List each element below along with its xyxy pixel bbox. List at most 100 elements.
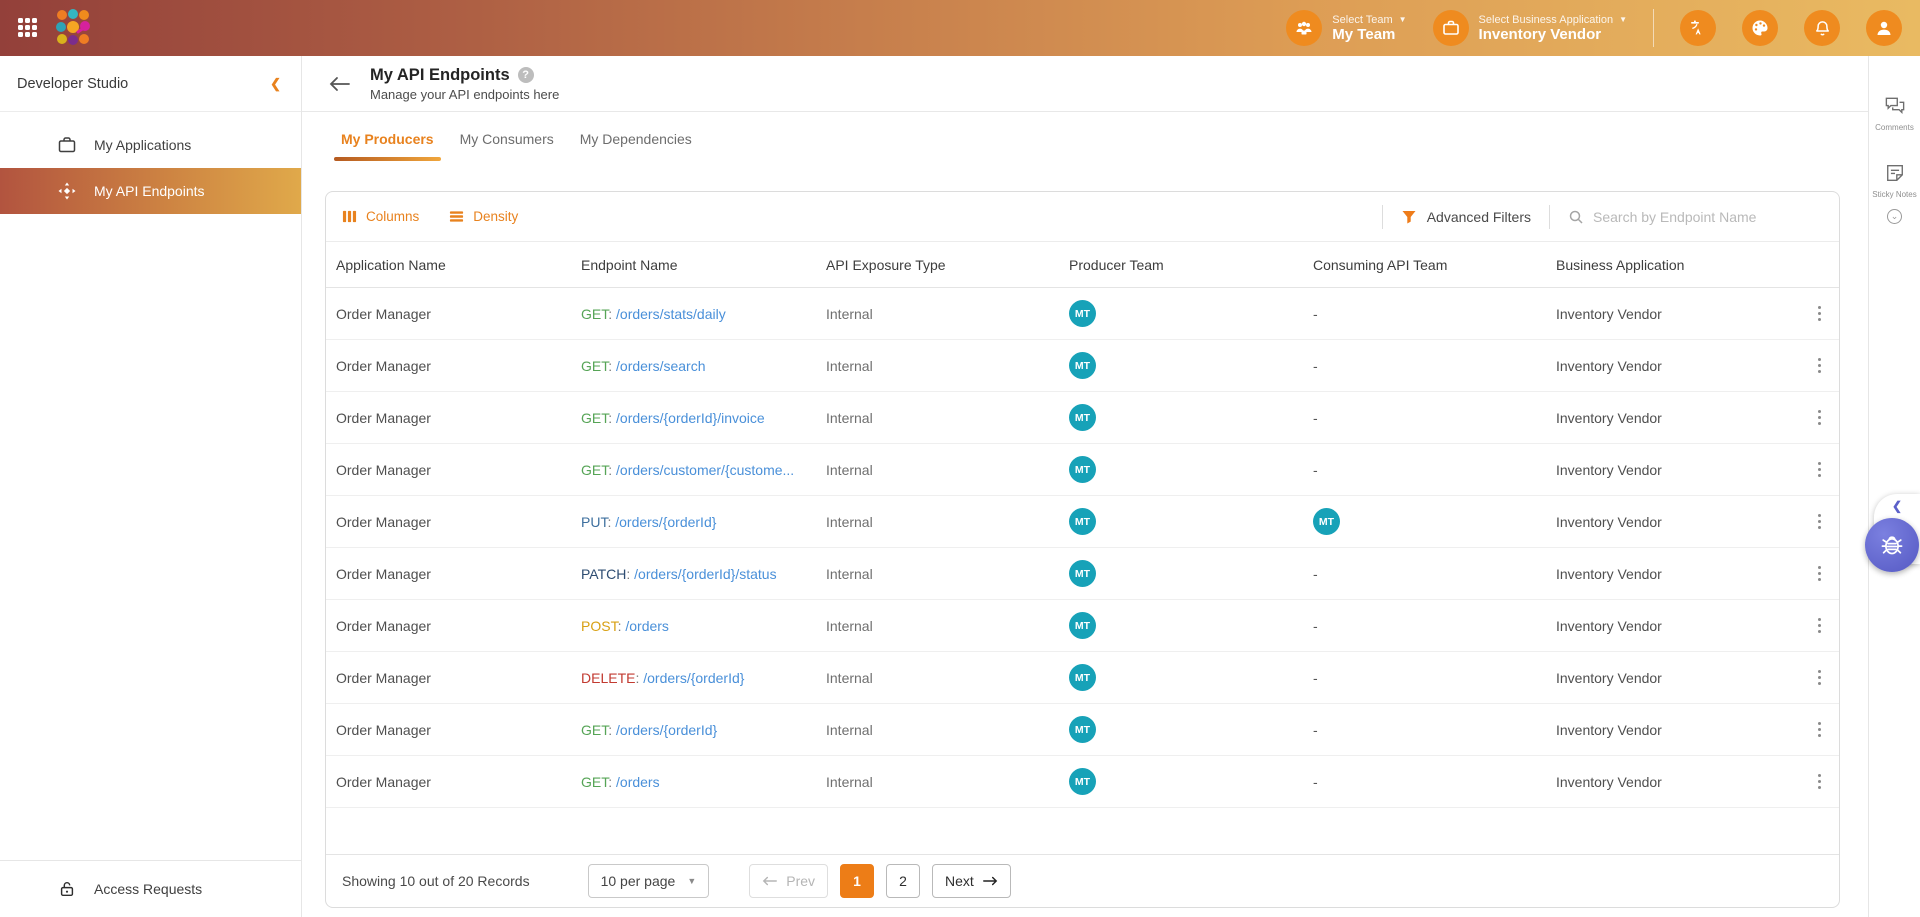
- business-application-cell: Inventory Vendor: [1556, 305, 1662, 322]
- business-application-cell: Inventory Vendor: [1556, 461, 1662, 478]
- notifications-bell-button[interactable]: [1804, 10, 1840, 46]
- exposure-type-cell: Internal: [826, 617, 873, 634]
- consuming-team-cell: -: [1313, 773, 1318, 790]
- row-actions-kebab-icon[interactable]: [1799, 667, 1839, 688]
- table-row: Order Manager PATCH: /orders/{orderId}/s…: [326, 548, 1839, 600]
- sidebar-item-label: My API Endpoints: [94, 183, 205, 199]
- exposure-type-cell: Internal: [826, 305, 873, 322]
- team-badge: MT: [1069, 456, 1096, 483]
- producer-team-cell: MT: [1069, 352, 1313, 379]
- advanced-filters-button[interactable]: Advanced Filters: [1401, 209, 1531, 225]
- tab-my-dependencies[interactable]: My Dependencies: [579, 130, 692, 147]
- widget-collapse-chevron-icon[interactable]: ❮: [1891, 499, 1903, 513]
- row-actions-kebab-icon[interactable]: [1799, 407, 1839, 428]
- business-application-cell: Inventory Vendor: [1556, 513, 1662, 530]
- endpoint-link[interactable]: PATCH: /orders/{orderId}/status: [581, 565, 777, 582]
- sticky-notes-button[interactable]: Sticky Notes ⌄: [1872, 163, 1917, 225]
- team-badge: MT: [1069, 404, 1096, 431]
- columns-button[interactable]: Columns: [342, 209, 419, 224]
- team-badge: MT: [1069, 300, 1096, 327]
- language-button[interactable]: [1680, 10, 1716, 46]
- app-launcher-icon[interactable]: [18, 18, 38, 38]
- team-selector-label: Select Team: [1332, 13, 1393, 26]
- column-header: API Exposure Type: [826, 256, 946, 273]
- business-application-selector[interactable]: Select Business Application ▼ Inventory V…: [1432, 10, 1627, 46]
- sidebar-item-my-applications[interactable]: My Applications: [0, 122, 301, 168]
- tab-my-consumers[interactable]: My Consumers: [459, 130, 554, 147]
- table-row: Order Manager GET: /orders/{orderId} Int…: [326, 704, 1839, 756]
- page-button-1[interactable]: 1: [840, 864, 875, 898]
- endpoint-link[interactable]: GET: /orders/{orderId}: [581, 721, 718, 738]
- row-actions-kebab-icon[interactable]: [1799, 563, 1839, 584]
- endpoint-link[interactable]: GET: /orders: [581, 773, 660, 790]
- business-application-cell: Inventory Vendor: [1556, 357, 1662, 374]
- sidebar-collapse-icon[interactable]: ❮: [270, 75, 281, 91]
- page-button-2[interactable]: 2: [886, 864, 921, 898]
- row-actions-kebab-icon[interactable]: [1799, 511, 1839, 532]
- table-header-row: Application Name Endpoint Name API Exposur…: [326, 242, 1839, 288]
- row-actions-kebab-icon[interactable]: [1799, 459, 1839, 480]
- brand-logo: [54, 8, 92, 49]
- prev-page-button[interactable]: Prev: [749, 864, 829, 898]
- comments-button[interactable]: Comments: [1875, 96, 1914, 133]
- endpoint-link[interactable]: GET: /orders/search: [581, 357, 706, 374]
- endpoint-link[interactable]: PUT: /orders/{orderId}: [581, 513, 717, 530]
- tab-my-producers[interactable]: My Producers: [328, 112, 447, 165]
- application-name-cell: Order Manager: [336, 617, 431, 634]
- row-actions-kebab-icon[interactable]: [1799, 719, 1839, 740]
- row-actions-kebab-icon[interactable]: [1799, 355, 1839, 376]
- briefcase-icon: [1432, 10, 1469, 46]
- density-button[interactable]: Density: [449, 209, 518, 224]
- team-badge: MT: [1069, 560, 1096, 587]
- row-actions-kebab-icon[interactable]: [1799, 615, 1839, 636]
- column-header: Business Application: [1556, 256, 1685, 273]
- report-bug-button[interactable]: [1865, 518, 1919, 572]
- endpoint-link[interactable]: POST: /orders: [581, 617, 669, 634]
- application-name-cell: Order Manager: [336, 409, 431, 426]
- sidebar-item-my-api-endpoints[interactable]: My API Endpoints: [0, 168, 301, 214]
- filter-funnel-icon: [1402, 210, 1416, 223]
- page-subtitle: Manage your API endpoints here: [370, 86, 560, 102]
- endpoint-link[interactable]: DELETE: /orders/{orderId}: [581, 669, 745, 686]
- toolbar-divider: [1381, 204, 1383, 229]
- topbar: Select Team ▼ My Team Select Business App…: [0, 0, 1920, 56]
- endpoint-link[interactable]: GET: /orders/{orderId}/invoice: [581, 409, 765, 426]
- team-icon: [1286, 10, 1323, 46]
- endpoint-link[interactable]: GET: /orders/stats/daily: [581, 305, 726, 322]
- sidebar-item-access-requests[interactable]: Access Requests: [0, 861, 301, 917]
- exposure-type-cell: Internal: [826, 773, 873, 790]
- search-input[interactable]: [1593, 208, 1803, 225]
- row-actions-kebab-icon[interactable]: [1799, 771, 1839, 792]
- row-actions-kebab-icon[interactable]: [1799, 303, 1839, 324]
- api-hub-icon: [56, 181, 78, 201]
- comments-icon: [1885, 97, 1904, 115]
- business-application-cell: Inventory Vendor: [1556, 617, 1662, 634]
- sidebar-item-label: Access Requests: [94, 881, 203, 897]
- team-selector-value: My Team: [1332, 25, 1396, 43]
- help-icon[interactable]: ?: [517, 67, 534, 83]
- main-content: My API Endpoints ? Manage your API endpo…: [302, 56, 1868, 917]
- endpoints-table-card: Columns Density Advanced Filters: [325, 191, 1840, 908]
- theme-palette-button[interactable]: [1742, 10, 1778, 46]
- business-application-selector-label: Select Business Application: [1478, 13, 1614, 26]
- table-row: Order Manager GET: /orders Internal MT -…: [326, 756, 1839, 808]
- team-selector[interactable]: Select Team ▼ My Team: [1286, 10, 1407, 46]
- search-icon: [1569, 210, 1583, 224]
- sticky-notes-icon: [1886, 164, 1903, 181]
- application-name-cell: Order Manager: [336, 357, 431, 374]
- exposure-type-cell: Internal: [826, 409, 873, 426]
- back-arrow-button[interactable]: [328, 75, 352, 93]
- business-application-selector-value: Inventory Vendor: [1478, 25, 1602, 43]
- table-row: Order Manager GET: /orders/search Intern…: [326, 340, 1839, 392]
- rail-chevron-down-icon[interactable]: ⌄: [1887, 209, 1902, 225]
- endpoint-link[interactable]: GET: /orders/customer/{custome...: [581, 461, 795, 478]
- producer-team-cell: MT: [1069, 716, 1313, 743]
- profile-avatar-button[interactable]: [1866, 10, 1902, 46]
- application-name-cell: Order Manager: [336, 721, 431, 738]
- next-page-button[interactable]: Next: [932, 864, 1011, 898]
- consuming-team-cell: -: [1313, 617, 1318, 634]
- column-header: Application Name: [336, 256, 446, 273]
- page-size-select[interactable]: 10 per page ▼: [587, 864, 710, 898]
- sidebar-title: Developer Studio: [17, 75, 129, 92]
